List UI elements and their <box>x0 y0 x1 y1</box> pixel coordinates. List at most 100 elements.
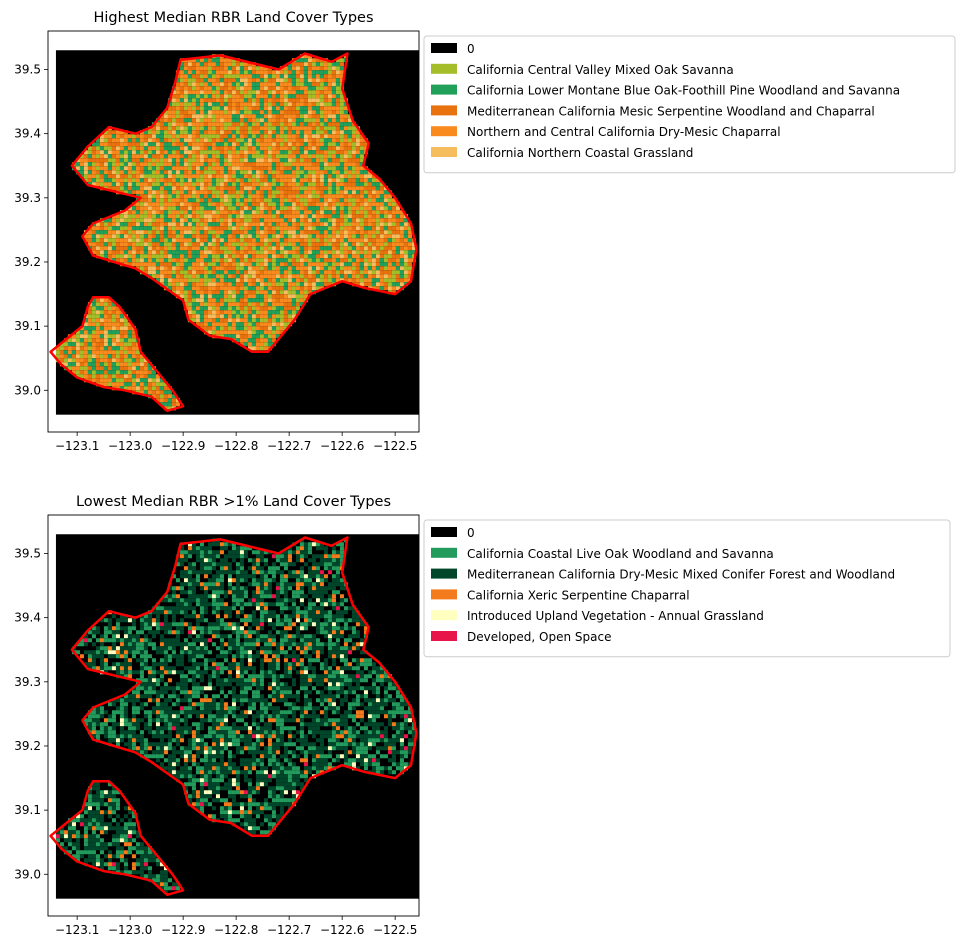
land-cover-cell <box>211 282 216 287</box>
land-cover-cell <box>307 190 312 195</box>
land-cover-cell <box>307 70 312 75</box>
land-cover-cell <box>315 282 320 287</box>
land-cover-cell <box>87 370 92 375</box>
land-cover-cell <box>355 182 360 187</box>
land-cover-cell <box>251 330 256 335</box>
land-cover-cell <box>255 114 260 119</box>
land-cover-cell <box>399 250 404 255</box>
land-cover-cell <box>335 210 340 215</box>
land-cover-cell <box>255 238 260 243</box>
land-cover-cell <box>327 242 332 247</box>
land-cover-cell <box>255 554 260 559</box>
land-cover-cell <box>399 278 404 283</box>
land-cover-cell <box>283 70 288 75</box>
land-cover-cell <box>207 118 212 123</box>
land-cover-cell <box>187 578 192 583</box>
land-cover-cell <box>331 202 336 207</box>
land-cover-cell <box>231 118 236 123</box>
land-cover-cell <box>199 174 204 179</box>
land-cover-cell <box>311 266 316 271</box>
land-cover-cell <box>203 214 208 219</box>
land-cover-cell <box>83 166 88 171</box>
land-cover-cell <box>179 162 184 167</box>
land-cover-cell <box>115 170 120 175</box>
land-cover-cell <box>263 342 268 347</box>
land-cover-cell <box>127 146 132 151</box>
land-cover-cell <box>211 242 216 247</box>
land-cover-cell <box>91 310 96 315</box>
land-cover-cell <box>291 258 296 263</box>
land-cover-cell <box>315 66 320 71</box>
land-cover-cell <box>327 222 332 227</box>
land-cover-cell <box>251 190 256 195</box>
land-cover-cell <box>351 210 356 215</box>
land-cover-cell <box>323 266 328 271</box>
land-cover-cell <box>139 206 144 211</box>
land-cover-cell <box>107 350 112 355</box>
land-cover-cell <box>247 118 252 123</box>
land-cover-cell <box>355 218 360 223</box>
land-cover-cell <box>343 102 348 107</box>
land-cover-cell <box>187 302 192 307</box>
land-cover-cell <box>267 286 272 291</box>
land-cover-cell <box>271 158 276 163</box>
land-cover-cell <box>195 194 200 199</box>
land-cover-cell <box>171 206 176 211</box>
land-cover-cell <box>367 278 372 283</box>
land-cover-cell <box>199 242 204 247</box>
land-cover-cell <box>219 278 224 283</box>
land-cover-cell <box>279 286 284 291</box>
land-cover-cell <box>91 146 96 151</box>
land-cover-cell <box>83 322 88 327</box>
land-cover-cell <box>87 330 92 335</box>
land-cover-cell <box>243 570 248 575</box>
land-cover-cell <box>215 86 220 91</box>
land-cover-cell <box>243 94 248 99</box>
land-cover-cell <box>267 250 272 255</box>
land-cover-cell <box>111 326 116 331</box>
land-cover-cell <box>331 558 336 563</box>
land-cover-cell <box>199 162 204 167</box>
land-cover-cell <box>303 142 308 147</box>
land-cover-cell <box>187 574 192 579</box>
land-cover-cell <box>283 146 288 151</box>
land-cover-cell <box>203 206 208 211</box>
land-cover-cell <box>379 218 384 223</box>
land-cover-cell <box>87 306 92 311</box>
land-cover-cell <box>239 214 244 219</box>
land-cover-cell <box>207 290 212 295</box>
land-cover-cell <box>303 206 308 211</box>
land-cover-cell <box>127 374 132 379</box>
land-cover-cell <box>75 334 80 339</box>
land-cover-cell <box>235 274 240 279</box>
land-cover-cell <box>295 170 300 175</box>
land-cover-cell <box>267 306 272 311</box>
land-cover-cell <box>283 202 288 207</box>
land-cover-cell <box>211 138 216 143</box>
land-cover-cell <box>319 94 324 99</box>
land-cover-cell <box>283 302 288 307</box>
land-cover-cell <box>327 106 332 111</box>
land-cover-cell <box>279 154 284 159</box>
land-cover-cell <box>123 386 128 391</box>
land-cover-cell <box>323 78 328 83</box>
land-cover-cell <box>255 166 260 171</box>
land-cover-cell <box>291 82 296 87</box>
land-cover-cell <box>235 82 240 87</box>
land-cover-cell <box>99 150 104 155</box>
land-cover-cell <box>219 334 224 339</box>
land-cover-cell <box>187 246 192 251</box>
land-cover-cell <box>235 286 240 291</box>
land-cover-cell <box>291 286 296 291</box>
land-cover-cell <box>311 134 316 139</box>
land-cover-cell <box>147 202 152 207</box>
land-cover-cell <box>191 186 196 191</box>
land-cover-cell <box>111 314 116 319</box>
land-cover-cell <box>335 70 340 75</box>
land-cover-cell <box>367 282 372 287</box>
land-cover-cell <box>283 150 288 155</box>
land-cover-cell <box>199 558 204 563</box>
land-cover-cell <box>183 94 188 99</box>
land-cover-cell <box>187 150 192 155</box>
land-cover-cell <box>303 230 308 235</box>
